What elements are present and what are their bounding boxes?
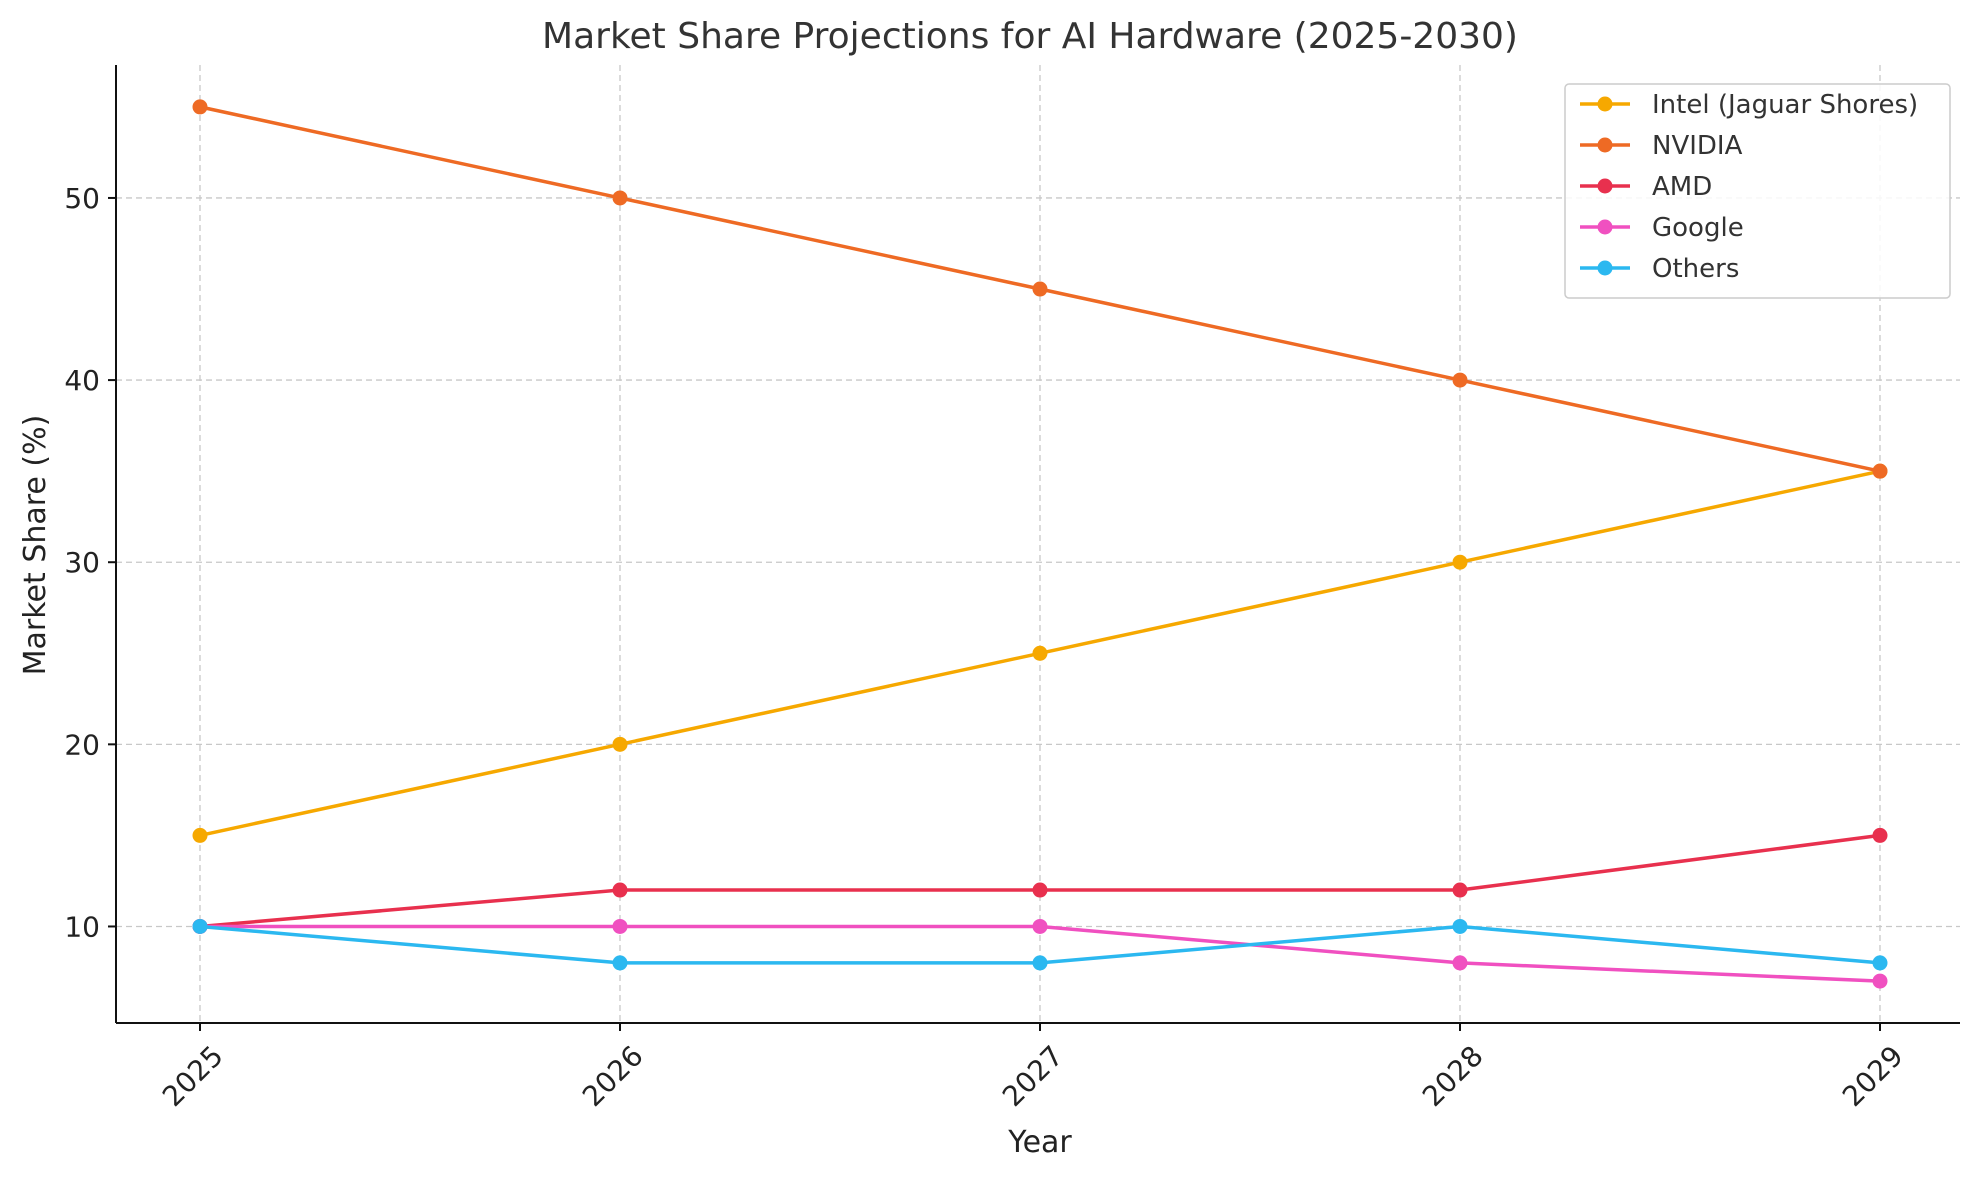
y-axis-label: Market Share (%)	[18, 415, 53, 676]
data-point-google	[612, 918, 628, 934]
legend-swatch-marker	[1597, 260, 1613, 276]
y-tick-label: 50	[64, 182, 100, 215]
data-point-nvidia	[612, 190, 628, 206]
data-point-others	[1452, 918, 1468, 934]
x-axis-label: Year	[1007, 1125, 1072, 1160]
legend-swatch-marker	[1597, 137, 1613, 153]
data-point-others	[1872, 955, 1888, 971]
data-point-others	[1032, 955, 1048, 971]
legend-box	[1564, 83, 1951, 299]
legend: Intel (Jaguar Shores) NVIDIA AMD Google Othe…	[1564, 83, 1951, 299]
data-point-amd	[612, 882, 628, 898]
legend-swatch-marker	[1597, 178, 1613, 194]
x-tick-label: 2025	[156, 1039, 230, 1113]
series-others	[192, 918, 1888, 971]
y-tick-label: 20	[64, 728, 100, 761]
data-point-amd	[1032, 882, 1048, 898]
series-line-google	[198, 924, 1882, 983]
legend-label: NVIDIA	[1652, 131, 1743, 161]
chart-title: Market Share Projections for AI Hardware…	[542, 16, 1518, 57]
legend-item-nvidia: NVIDIA	[1580, 131, 1743, 161]
data-point-amd	[1872, 827, 1888, 843]
data-point-intel-jaguar-shores	[192, 827, 208, 843]
data-point-intel-jaguar-shores	[612, 736, 628, 752]
axes	[115, 65, 1960, 1024]
x-tick-label: 2026	[576, 1039, 650, 1113]
data-point-nvidia	[1032, 281, 1048, 297]
series	[192, 99, 1888, 989]
x-tick-label: 2029	[1836, 1039, 1910, 1113]
y-tick-label: 40	[64, 364, 100, 397]
legend-item-intel-jaguar-shores: Intel (Jaguar Shores)	[1580, 90, 1918, 120]
y-ticks: 10 20 30 40 50	[64, 182, 116, 943]
data-point-intel-jaguar-shores	[1452, 554, 1468, 570]
y-tick-label: 10	[64, 910, 100, 943]
data-point-others	[192, 918, 208, 934]
y-tick-label: 30	[64, 546, 100, 579]
data-point-nvidia	[1452, 372, 1468, 388]
legend-item-amd: AMD	[1580, 172, 1712, 202]
data-point-others	[612, 955, 628, 971]
legend-label: AMD	[1652, 172, 1712, 202]
x-tick-label: 2028	[1416, 1039, 1490, 1113]
data-point-nvidia	[192, 99, 208, 115]
legend-label: Google	[1652, 213, 1744, 243]
data-point-amd	[1452, 882, 1468, 898]
legend-label: Intel (Jaguar Shores)	[1652, 90, 1918, 120]
data-point-nvidia	[1872, 463, 1888, 479]
data-point-google	[1452, 955, 1468, 971]
legend-swatch-marker	[1597, 219, 1613, 235]
series-google	[192, 918, 1888, 989]
series-nvidia	[192, 99, 1888, 479]
data-point-google	[1872, 973, 1888, 989]
legend-item-others: Others	[1580, 254, 1739, 284]
legend-item-google: Google	[1580, 213, 1744, 243]
data-point-google	[1032, 918, 1048, 934]
legend-swatch-marker	[1597, 96, 1613, 112]
data-point-intel-jaguar-shores	[1032, 645, 1048, 661]
x-tick-label: 2027	[996, 1039, 1070, 1113]
legend-label: Others	[1652, 254, 1739, 284]
x-ticks: 2025 2026 2027 2028 2029	[156, 1023, 1910, 1113]
